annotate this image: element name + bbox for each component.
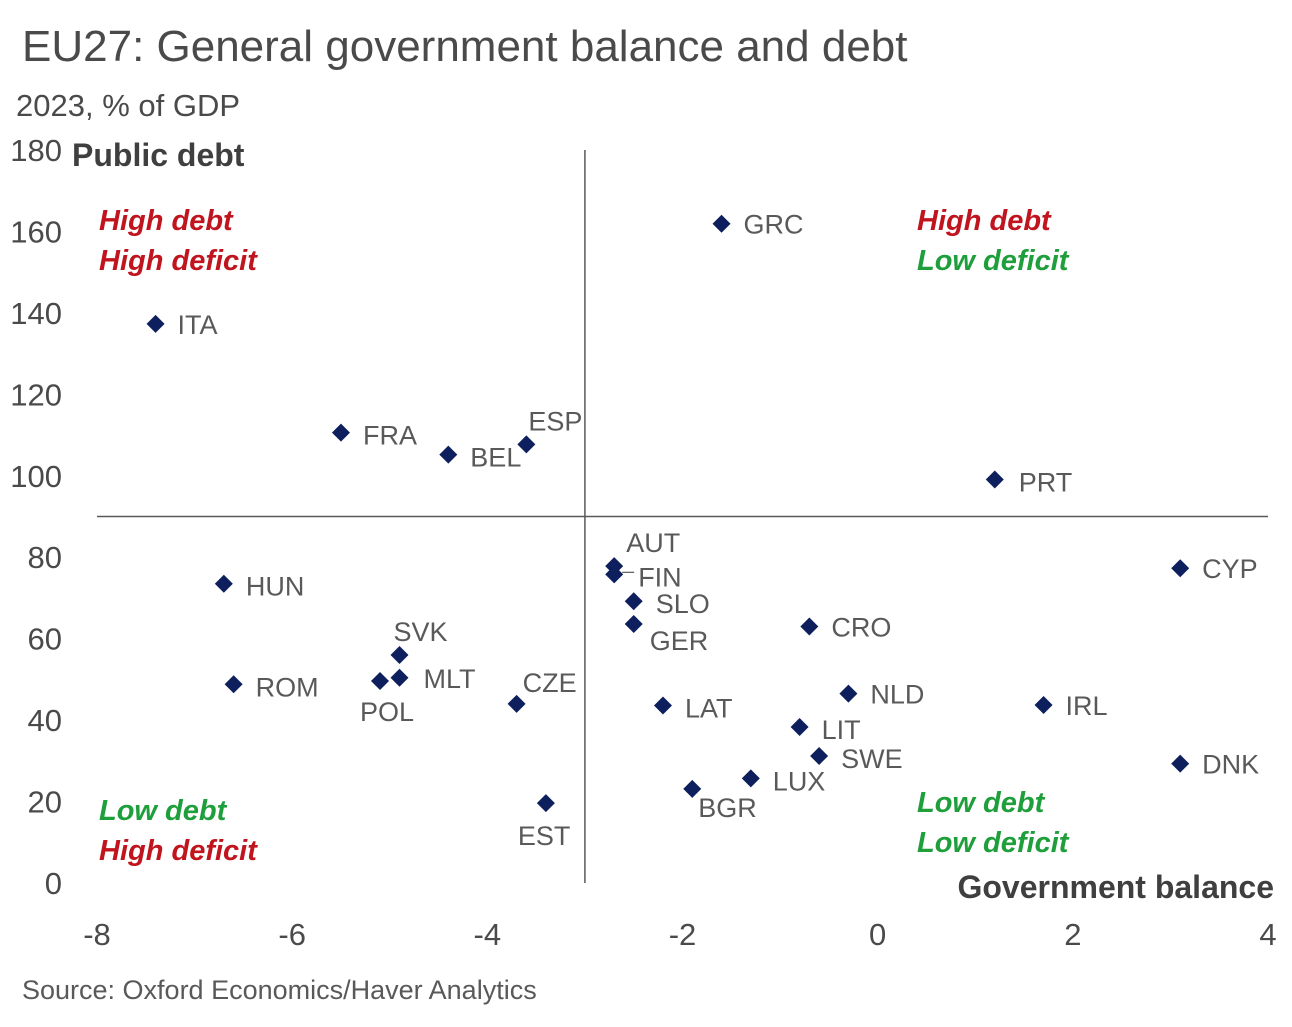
- quadrant-label-bottom-left: Low debt: [99, 795, 228, 827]
- x-tick-label: 4: [1259, 917, 1276, 952]
- quadrant-label-top-right: High debt: [917, 205, 1052, 237]
- quadrant-label-top-right: Low deficit: [917, 245, 1070, 277]
- point-label-lit: LIT: [822, 715, 861, 745]
- point-label-fin: FIN: [638, 562, 682, 592]
- point-label-irl: IRL: [1066, 691, 1108, 721]
- point-label-cze: CZE: [523, 668, 577, 698]
- point-marker-hun: [214, 574, 233, 593]
- point-label-cyp: CYP: [1202, 554, 1258, 584]
- point-label-rom: ROM: [256, 672, 319, 702]
- point-label-prt: PRT: [1019, 467, 1073, 497]
- point-marker-ger: [624, 615, 643, 634]
- x-tick-label: -4: [474, 917, 502, 952]
- tick-labels: 0 20 40 60 80 100 120 140 160 180 -8 -6 -4 -2 0 2 4: [10, 133, 1276, 952]
- point-marker-cro: [800, 617, 819, 636]
- point-marker-swe: [810, 746, 829, 765]
- y-tick-label: 80: [28, 540, 62, 575]
- point-label-aut: AUT: [626, 528, 680, 558]
- y-tick-label: 0: [45, 866, 62, 901]
- point-marker-rom: [224, 675, 243, 694]
- point-label-hun: HUN: [246, 572, 305, 602]
- chart-title: EU27: General government balance and deb…: [22, 22, 908, 71]
- point-label-dnk: DNK: [1202, 750, 1259, 780]
- point-marker-cze: [507, 694, 526, 713]
- quadrant-labels: High debt High deficit High debt Low defici…: [99, 205, 1070, 867]
- quadrant-label-bottom-right: Low deficit: [917, 827, 1070, 859]
- point-marker-mlt: [390, 668, 409, 687]
- point-label-swe: SWE: [841, 744, 903, 774]
- point-label-cro: CRO: [831, 612, 891, 642]
- point-marker-grc: [712, 214, 731, 233]
- y-tick-label: 120: [10, 377, 62, 412]
- y-axis-title: Public debt: [72, 137, 245, 173]
- source-note: Source: Oxford Economics/Haver Analytics: [22, 975, 537, 1005]
- x-tick-label: -2: [669, 917, 697, 952]
- y-tick-label: 60: [28, 622, 62, 657]
- point-marker-lux: [741, 769, 760, 788]
- chart-subtitle: 2023, % of GDP: [16, 88, 241, 123]
- point-label-svk: SVK: [394, 617, 448, 647]
- point-marker-est: [536, 794, 555, 813]
- point-marker-bel: [439, 445, 458, 464]
- quadrant-label-top-left: High deficit: [99, 245, 258, 277]
- point-marker-esp: [517, 435, 536, 454]
- point-label-ger: GER: [650, 626, 709, 656]
- point-marker-nld: [839, 684, 858, 703]
- point-label-ita: ITA: [178, 310, 218, 340]
- point-marker-slo: [624, 592, 643, 611]
- x-tick-label: -8: [83, 917, 111, 952]
- point-label-slo: SLO: [656, 589, 710, 619]
- point-label-est: EST: [518, 821, 571, 851]
- point-label-lat: LAT: [685, 693, 733, 723]
- axes-layer: [97, 150, 1268, 883]
- x-tick-label: -6: [278, 917, 306, 952]
- point-label-esp: ESP: [528, 406, 582, 436]
- quadrant-label-bottom-right: Low debt: [917, 787, 1046, 819]
- y-tick-label: 140: [10, 296, 62, 331]
- point-marker-ita: [146, 314, 165, 333]
- point-label-fra: FRA: [363, 421, 417, 451]
- y-tick-label: 160: [10, 214, 62, 249]
- point-marker-svk: [390, 645, 409, 664]
- point-marker-fra: [331, 423, 350, 442]
- x-tick-label: 0: [869, 917, 886, 952]
- x-tick-label: 2: [1064, 917, 1081, 952]
- point-marker-pol: [370, 672, 389, 691]
- point-label-mlt: MLT: [424, 664, 476, 694]
- point-label-bgr: BGR: [698, 793, 757, 823]
- point-label-lux: LUX: [773, 766, 826, 796]
- point-marker-bgr: [683, 779, 702, 798]
- point-marker-irl: [1034, 696, 1053, 715]
- point-marker-lat: [653, 696, 672, 715]
- y-tick-label: 40: [28, 703, 62, 738]
- point-marker-dnk: [1171, 754, 1190, 773]
- y-tick-label: 20: [28, 785, 62, 820]
- quadrant-label-top-left: High debt: [99, 205, 234, 237]
- point-marker-cyp: [1171, 559, 1190, 578]
- point-marker-prt: [985, 470, 1004, 489]
- point-label-bel: BEL: [470, 443, 521, 473]
- point-label-nld: NLD: [870, 680, 924, 710]
- y-tick-label: 180: [10, 133, 62, 168]
- point-label-pol: POL: [360, 697, 414, 727]
- x-axis-title: Government balance: [957, 869, 1274, 905]
- quadrant-label-bottom-left: High deficit: [99, 835, 258, 867]
- point-label-grc: GRC: [744, 210, 804, 240]
- point-marker-fin: [605, 565, 624, 584]
- y-tick-label: 100: [10, 459, 62, 494]
- point-marker-lit: [790, 718, 809, 737]
